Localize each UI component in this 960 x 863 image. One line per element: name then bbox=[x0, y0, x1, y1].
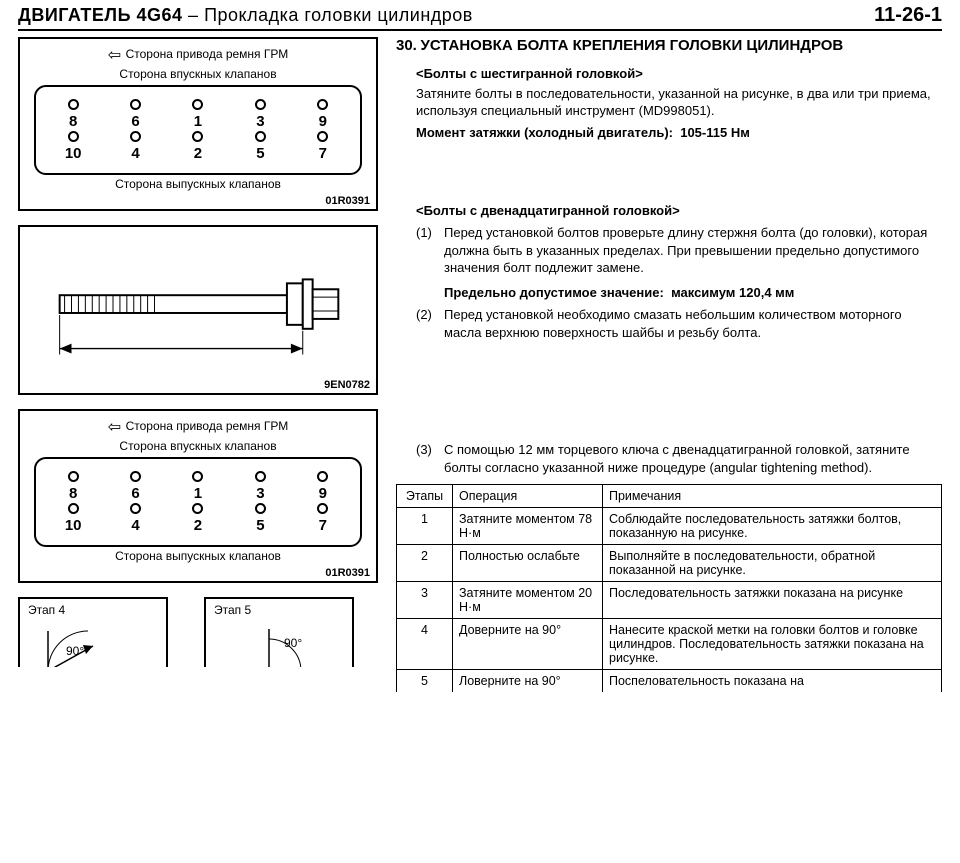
intake-side-label: Сторона впускных клапанов bbox=[30, 439, 366, 453]
angle-90-text: 90° bbox=[284, 636, 302, 650]
figure-code: 01R0391 bbox=[325, 195, 370, 207]
step-3: (3) С помощью 12 мм торцевого ключа с дв… bbox=[416, 441, 942, 476]
col-notes: Примечания bbox=[603, 485, 942, 508]
stage-4-box: Этап 4 90° bbox=[18, 597, 168, 667]
hex-bolts-text: Затяните болты в последовательности, ука… bbox=[416, 85, 942, 120]
col-operation: Операция bbox=[453, 485, 603, 508]
angle-stage-figures: Этап 4 90° Этап 5 90° bbox=[18, 597, 378, 667]
section-title: УСТАНОВКА БОЛТА КРЕПЛЕНИЯ ГОЛОВКИ ЦИЛИНД… bbox=[420, 37, 843, 56]
page-header: ДВИГАТЕЛЬ 4G64 – Прокладка головки цилин… bbox=[18, 4, 942, 31]
exhaust-side-label: Сторона выпускных клапанов bbox=[30, 549, 366, 563]
length-limit: Предельно допустимое значение: максимум … bbox=[444, 285, 942, 300]
gasket-outline: 8 6 1 3 9 10 4 2 5 7 bbox=[34, 85, 362, 175]
header-title: ДВИГАТЕЛЬ 4G64 – Прокладка головки цилин… bbox=[18, 5, 473, 26]
torque-spec: Момент затяжки (холодный двигатель): 105… bbox=[416, 124, 942, 142]
figure-code: 9EN0782 bbox=[324, 379, 370, 391]
exhaust-side-label: Сторона выпускных клапанов bbox=[30, 177, 366, 191]
step-1: (1) Перед установкой болтов проверьте дл… bbox=[416, 224, 942, 277]
stage-5-label: Этап 5 bbox=[214, 603, 344, 617]
section-heading: 30. УСТАНОВКА БОЛТА КРЕПЛЕНИЯ ГОЛОВКИ ЦИ… bbox=[396, 37, 942, 56]
section-number: 30. bbox=[396, 37, 417, 54]
12pt-bolts-subhead: <Болты с двенадцатигранной головкой> bbox=[416, 203, 942, 218]
figure-code: 01R0391 bbox=[325, 567, 370, 579]
table-row: 1Затяните моментом 78 Н·мСоблюдайте посл… bbox=[397, 508, 942, 545]
timing-belt-side-label: Сторона привода ремня ГРМ bbox=[30, 45, 366, 65]
table-row: 4Доверните на 90°Нанесите краской метки … bbox=[397, 619, 942, 670]
tightening-steps-table: Этапы Операция Примечания 1Затяните моме… bbox=[396, 484, 942, 692]
col-stage: Этапы bbox=[397, 485, 453, 508]
stage-4-label: Этап 4 bbox=[28, 603, 158, 617]
page-number: 11-26-1 bbox=[874, 4, 942, 27]
step-2: (2) Перед установкой необходимо смазать … bbox=[416, 306, 942, 341]
gasket-outline: 8 6 1 3 9 10 4 2 5 7 bbox=[34, 457, 362, 547]
figure-bolt-length: 9EN0782 bbox=[18, 225, 378, 395]
timing-belt-side-label: Сторона привода ремня ГРМ bbox=[30, 417, 366, 437]
bolt-drawing bbox=[30, 233, 366, 391]
table-row: 3Затяните моментом 20 Н·мПоследовательно… bbox=[397, 582, 942, 619]
table-row: 2Полностью ослабьтеВыполняйте в последов… bbox=[397, 545, 942, 582]
title-rest: Прокладка головки цилиндров bbox=[204, 5, 473, 25]
hex-bolts-subhead: <Болты с шестигранной головкой> bbox=[416, 66, 942, 81]
stage-5-box: Этап 5 90° bbox=[204, 597, 354, 667]
table-row: 5Ловерните на 90°Поспеловательность пока… bbox=[397, 670, 942, 693]
title-engine: ДВИГАТЕЛЬ 4G64 bbox=[18, 5, 183, 25]
angle-90-text: 90° bbox=[66, 644, 84, 658]
title-sep: – bbox=[183, 5, 205, 25]
bolt-row-bottom: 10 4 2 5 7 bbox=[42, 131, 354, 161]
figure-bolt-sequence-2: Сторона привода ремня ГРМ Сторона впускн… bbox=[18, 409, 378, 583]
figure-bolt-sequence-1: Сторона привода ремня ГРМ Сторона впускн… bbox=[18, 37, 378, 211]
bolt-row-top: 8 6 1 3 9 bbox=[42, 99, 354, 129]
intake-side-label: Сторона впускных клапанов bbox=[30, 67, 366, 81]
